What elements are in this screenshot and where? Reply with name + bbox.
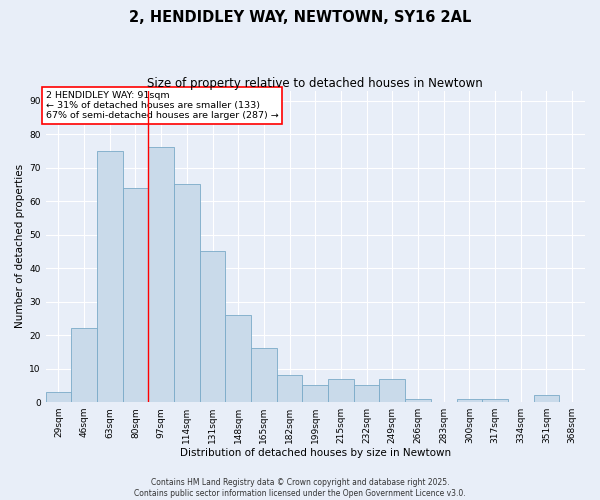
Bar xyxy=(148,148,174,402)
Bar xyxy=(482,398,508,402)
Bar xyxy=(122,188,148,402)
Bar xyxy=(354,386,379,402)
Bar xyxy=(71,328,97,402)
Text: 2 HENDIDLEY WAY: 91sqm
← 31% of detached houses are smaller (133)
67% of semi-de: 2 HENDIDLEY WAY: 91sqm ← 31% of detached… xyxy=(46,90,278,120)
Title: Size of property relative to detached houses in Newtown: Size of property relative to detached ho… xyxy=(148,78,483,90)
X-axis label: Distribution of detached houses by size in Newtown: Distribution of detached houses by size … xyxy=(180,448,451,458)
Bar xyxy=(302,386,328,402)
Bar xyxy=(200,252,226,402)
Bar xyxy=(226,315,251,402)
Bar xyxy=(174,184,200,402)
Bar xyxy=(379,378,405,402)
Bar xyxy=(251,348,277,402)
Bar xyxy=(46,392,71,402)
Bar xyxy=(405,398,431,402)
Bar xyxy=(277,376,302,402)
Text: 2, HENDIDLEY WAY, NEWTOWN, SY16 2AL: 2, HENDIDLEY WAY, NEWTOWN, SY16 2AL xyxy=(129,10,471,25)
Y-axis label: Number of detached properties: Number of detached properties xyxy=(15,164,25,328)
Bar xyxy=(457,398,482,402)
Bar xyxy=(328,378,354,402)
Bar xyxy=(97,151,122,402)
Text: Contains HM Land Registry data © Crown copyright and database right 2025.
Contai: Contains HM Land Registry data © Crown c… xyxy=(134,478,466,498)
Bar xyxy=(533,396,559,402)
